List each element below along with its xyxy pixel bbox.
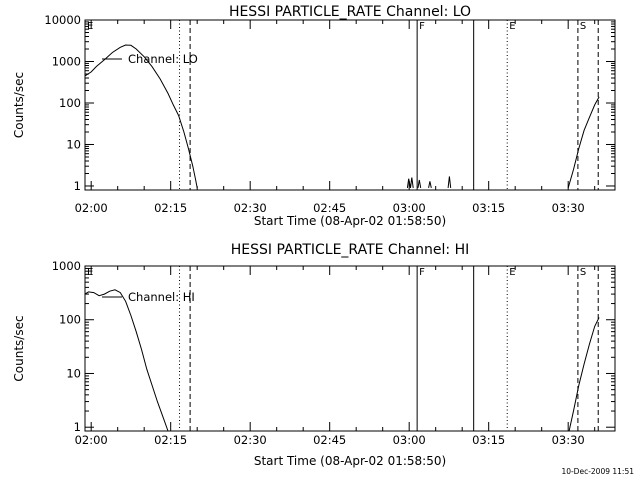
y-tick-label: 1 [74,179,81,193]
y-tick-label: 10000 [44,13,81,27]
series-line [447,176,452,188]
x-tick-label: 03:15 [472,201,505,215]
x-axis-label: Start Time (08-Apr-02 01:58:50) [254,214,446,228]
y-tick-label: 100 [59,313,81,327]
y-tick-label: 1 [74,420,81,434]
x-tick-label: 02:45 [313,201,346,215]
x-tick-label: 02:30 [234,433,267,447]
y-tick-label: 100 [59,96,81,110]
y-tick-label: 1000 [52,259,81,273]
series-line [568,317,600,432]
chart-title: HESSI PARTICLE_RATE Channel: LO [229,4,471,20]
legend-label: Channel: HI [128,290,195,304]
y-axis-label: Counts/sec [12,315,26,381]
series-line [84,289,169,432]
event-marker-label: E [87,21,93,32]
series-line [428,181,432,189]
plot-frame [84,265,616,432]
x-axis-label: Start Time (08-Apr-02 01:58:50) [254,454,446,468]
event-marker-label: E [509,21,515,32]
event-marker-label: F [419,267,425,278]
event-marker-label: F [419,21,425,32]
series-line [406,177,414,188]
x-tick-label: 02:00 [75,201,108,215]
series-line [417,179,422,188]
plot-frame [84,19,616,191]
chart-panel-lo: HESSI PARTICLE_RATE Channel: LO 02:00 02:1… [12,4,616,228]
legend-label: Channel: LO [128,52,198,66]
x-tick-label: 02:15 [154,201,187,215]
y-tick-label: 10 [66,366,81,380]
event-marker-label: S [580,267,586,278]
chart-panel-hi: HESSI PARTICLE_RATE Channel: HI 02:00 02:1… [12,242,616,468]
x-tick-label: 03:00 [393,201,426,215]
chart-title: HESSI PARTICLE_RATE Channel: HI [231,242,469,258]
x-tick-label: 03:30 [552,433,585,447]
event-marker-label: S [580,21,586,32]
x-tick-label: 02:00 [75,433,108,447]
x-tick-label: 02:15 [154,433,187,447]
x-tick-label: 03:15 [472,433,505,447]
event-marker-label: E [87,267,93,278]
y-tick-label: 1000 [52,54,81,68]
series-line [567,96,600,189]
x-tick-label: 03:30 [552,201,585,215]
x-tick-label: 02:45 [313,433,346,447]
generation-timestamp: 10-Dec-2009 11:51 [561,467,634,476]
y-axis-label: Counts/sec [12,72,26,138]
event-marker-label: E [509,267,515,278]
x-tick-label: 02:30 [234,201,267,215]
series-line [84,44,198,188]
y-tick-label: 10 [66,137,81,151]
x-tick-label: 03:00 [393,433,426,447]
